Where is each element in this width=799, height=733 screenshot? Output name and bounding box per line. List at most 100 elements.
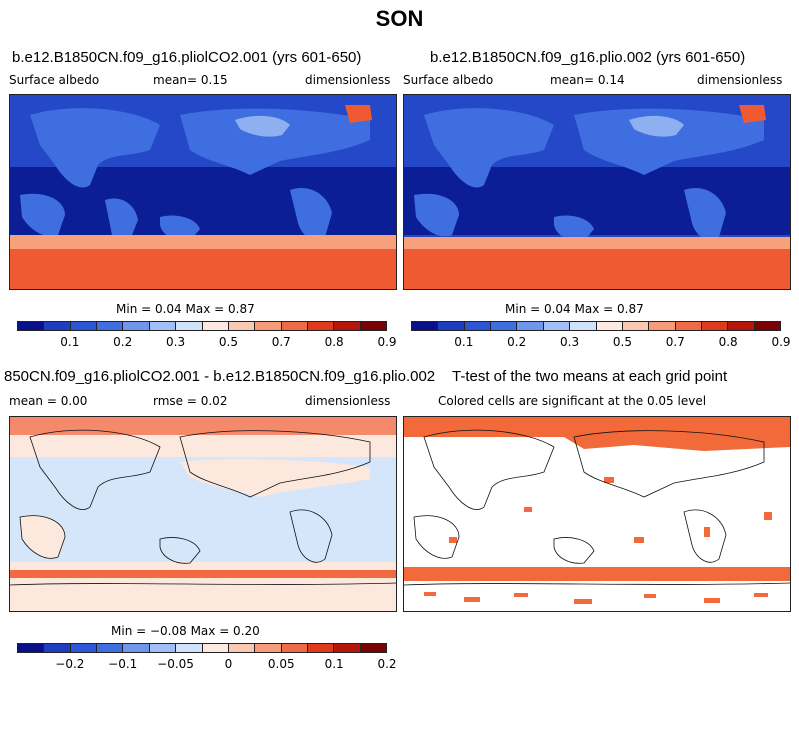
coastline-africa: [413, 515, 460, 559]
colorbar-swatch: [570, 322, 597, 330]
panel4-subtitle: Colored cells are significant at the 0.0…: [438, 394, 707, 408]
north-america: [30, 108, 160, 188]
antarctica: [404, 249, 790, 289]
colorbar-tick-label: 0.8: [718, 335, 738, 349]
panel4-title: T-test of the two means at each grid poi…: [452, 368, 728, 385]
panel1-variable-label: Surface albedo: [9, 73, 100, 87]
panel2-units-label: dimensionless: [697, 73, 783, 87]
panel1-map-svg: [10, 95, 396, 289]
colorbar-tick-label: 0.1: [60, 335, 80, 349]
australia: [160, 215, 200, 242]
colorbar-tick-label: 0.8: [324, 335, 344, 349]
ttest-southern-band: [404, 567, 790, 581]
panel3-map: [9, 416, 397, 612]
colorbar-swatch: [149, 322, 177, 330]
panel2-variable-label: Surface albedo: [403, 73, 494, 87]
colorbar-swatch: [281, 322, 308, 330]
colorbar-swatch: [754, 322, 781, 330]
panel2-minmax: Min = 0.04 Max = 0.87: [505, 302, 644, 316]
ttest-arctic: [404, 417, 790, 437]
colorbar-tick-label: 0.1: [454, 335, 474, 349]
colorbar-swatch: [176, 644, 203, 652]
colorbar-swatch: [701, 322, 729, 330]
diff-southern-band: [10, 570, 396, 578]
panel1-map: [9, 94, 397, 290]
coastline-australia: [553, 537, 595, 564]
coastline-antarctica: [10, 582, 396, 586]
coastline-north-america: [423, 429, 555, 510]
panel1-units-label: dimensionless: [305, 73, 391, 87]
colorbar-swatch: [228, 322, 256, 330]
colorbar-swatch: [438, 322, 465, 330]
colorbar-swatch: [649, 322, 676, 330]
panel3-minmax: Min = −0.08 Max = 0.20: [111, 624, 260, 638]
australia: [554, 215, 594, 242]
colorbar-swatch: [202, 322, 229, 330]
coastline-africa: [19, 515, 66, 559]
panel4-map-svg: [404, 417, 790, 611]
colorbar-labels: 0.1 0.2 0.3 0.5 0.7 0.8 0.9: [17, 335, 396, 349]
panel2-title: b.e12.B1850CN.f09_g16.plio.002 (yrs 601-…: [430, 49, 746, 66]
colorbar-tick-label: 0.7: [665, 335, 685, 349]
coastline-south-america: [289, 509, 333, 563]
panel3-title: 850CN.f09_g16.pliolCO2.001 - b.e12.B1850…: [4, 368, 436, 385]
colorbar-labels: 0.1 0.2 0.3 0.5 0.7 0.8 0.9: [411, 335, 790, 349]
coastline-eurasia: [179, 430, 371, 498]
colorbar-swatch: [123, 322, 150, 330]
coastline-south-america: [683, 509, 727, 563]
eurasia: [574, 108, 764, 175]
boreal-light: [235, 115, 290, 137]
colorbar-swatch: [728, 322, 755, 330]
diff-eurasia: [180, 459, 370, 497]
colorbar-swatch: [360, 644, 387, 652]
colorbar-swatches: [17, 643, 387, 653]
panel2-map: [403, 94, 791, 290]
colorbar-labels: −0.2 −0.1 −0.05 0 0.05 0.1 0.2: [17, 657, 396, 671]
diff-arctic-band: [10, 417, 396, 435]
colorbar-tick-label: 0.5: [218, 335, 238, 349]
southern-sea-ice: [10, 235, 396, 249]
colorbar-tick-label: 0: [224, 657, 233, 671]
colorbar-swatch: [334, 644, 361, 652]
coastline-australia: [159, 537, 201, 564]
coastline-antarctica: [404, 582, 790, 586]
colorbar-swatch: [44, 644, 71, 652]
colorbar-swatch: [44, 322, 71, 330]
coastline-eurasia: [573, 430, 765, 498]
greenland-ice: [739, 105, 766, 123]
ttest-scattered-cells: [424, 477, 772, 604]
colorbar-albedo-right: 0.1 0.2 0.3 0.5 0.7 0.8 0.9: [411, 321, 791, 349]
colorbar-tick-label: −0.2: [55, 657, 85, 671]
panel3-units-label: dimensionless: [305, 394, 391, 408]
colorbar-tick-label: 0.05: [267, 657, 295, 671]
colorbar-swatch: [517, 322, 544, 330]
colorbar-tick-label: 0.3: [166, 335, 186, 349]
colorbar-swatch: [70, 644, 98, 652]
colorbar-albedo-left: 0.1 0.2 0.3 0.5 0.7 0.8 0.9: [17, 321, 397, 349]
africa: [20, 193, 65, 237]
colorbar-swatch: [281, 644, 308, 652]
south-america: [684, 187, 726, 241]
africa: [414, 193, 459, 237]
figure-title: SON: [375, 6, 424, 31]
colorbar-tick-label: 0.9: [377, 335, 397, 349]
coastline-north-america: [29, 429, 161, 510]
boreal-light: [629, 115, 684, 137]
colorbar-swatch: [123, 644, 150, 652]
colorbar-swatch: [97, 322, 124, 330]
colorbar-swatch: [70, 322, 98, 330]
colorbar-tick-label: 0.9: [771, 335, 791, 349]
colorbar-tick-label: 0.5: [612, 335, 632, 349]
colorbar-swatch: [176, 322, 203, 330]
colorbar-swatches: [411, 321, 781, 331]
panel4-map: [403, 416, 791, 612]
colorbar-swatch: [97, 644, 124, 652]
eurasia: [180, 108, 370, 175]
panel2-mean-label: mean= 0.14: [550, 73, 625, 87]
colorbar-tick-label: 0.2: [377, 657, 397, 671]
colorbar-swatch: [255, 322, 282, 330]
colorbar-swatch: [202, 644, 229, 652]
colorbar-tick-label: 0.2: [113, 335, 133, 349]
panel1-minmax: Min = 0.04 Max = 0.87: [116, 302, 255, 316]
colorbar-tick-label: 0.7: [271, 335, 291, 349]
